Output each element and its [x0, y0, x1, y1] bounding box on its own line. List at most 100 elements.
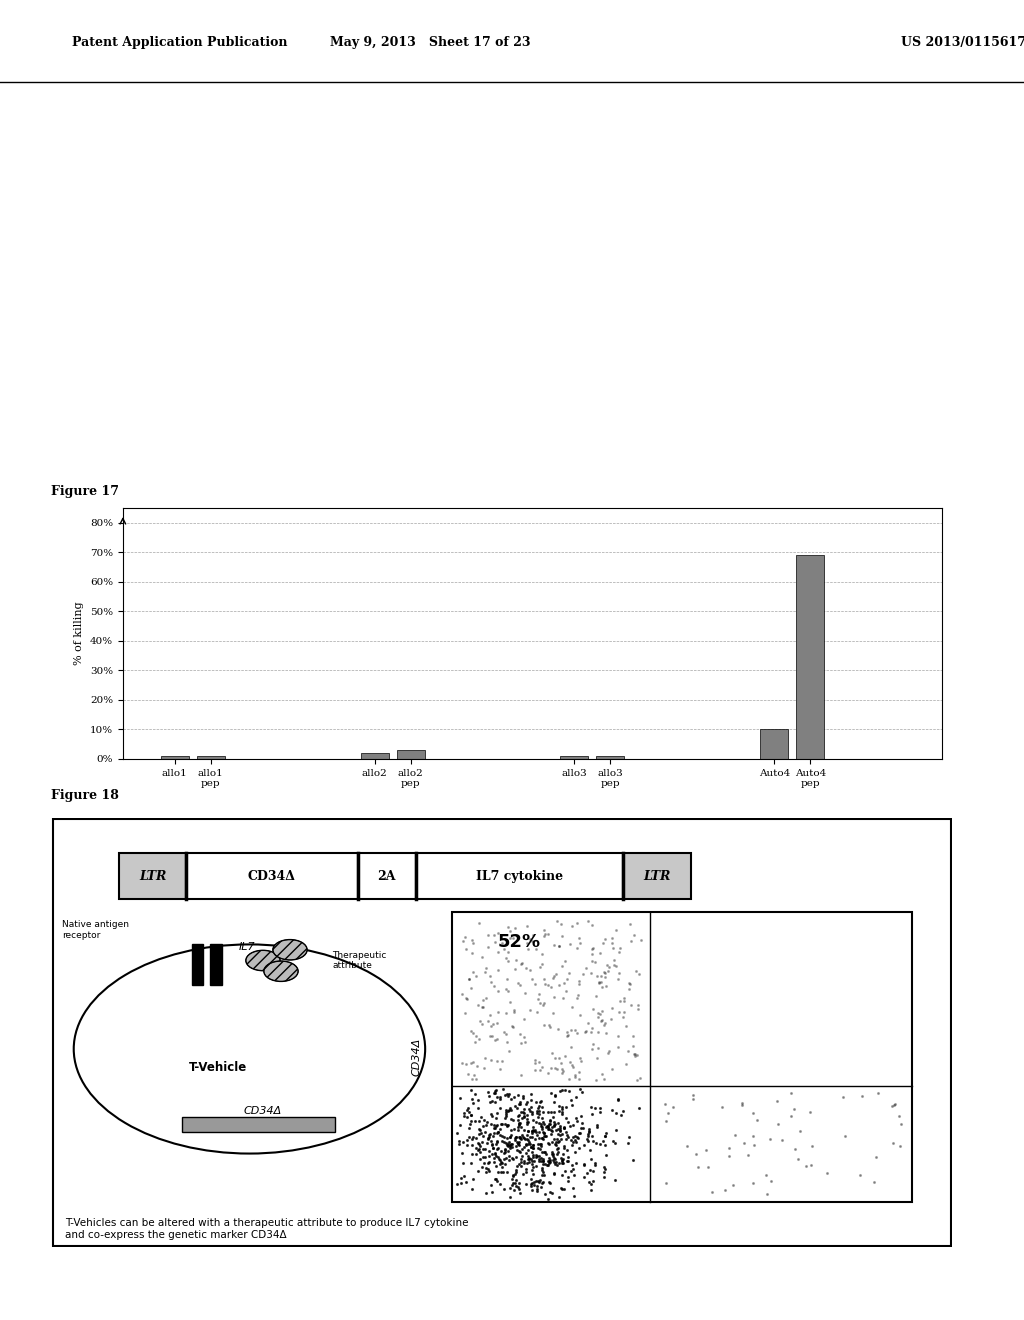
Point — [546, 1163, 562, 1184]
Point — [584, 1018, 600, 1039]
Point — [497, 1139, 513, 1160]
Point — [622, 973, 638, 994]
Point — [537, 923, 553, 944]
Point — [486, 925, 503, 946]
Point — [528, 1144, 545, 1166]
Point — [544, 1117, 560, 1138]
Point — [609, 1026, 626, 1047]
Point — [519, 1121, 536, 1142]
Point — [486, 1030, 503, 1051]
Point — [558, 1107, 574, 1129]
Point — [531, 1127, 548, 1148]
Point — [542, 1110, 558, 1131]
Point — [540, 1118, 556, 1139]
Point — [564, 1055, 581, 1076]
Point — [534, 1159, 550, 1180]
Point — [498, 978, 514, 999]
Point — [498, 1101, 514, 1122]
Point — [774, 1130, 791, 1151]
Point — [572, 1122, 589, 1143]
Point — [471, 1110, 487, 1131]
Point — [556, 1135, 572, 1156]
Point — [592, 942, 608, 964]
Point — [526, 974, 543, 995]
Point — [584, 915, 600, 936]
Point — [535, 1096, 551, 1117]
Point — [477, 1162, 494, 1183]
Point — [818, 1162, 835, 1183]
Point — [472, 1148, 488, 1170]
Point — [504, 1168, 520, 1189]
Point — [455, 1131, 471, 1152]
Point — [585, 998, 601, 1019]
Point — [611, 962, 628, 983]
Point — [477, 962, 494, 983]
Point — [521, 960, 538, 981]
Point — [551, 1125, 567, 1146]
Point — [550, 1138, 566, 1159]
Point — [506, 1119, 522, 1140]
Point — [542, 1172, 558, 1193]
Text: T-Vehicles can be altered with a therapeutic attribute to produce IL7 cytokine
a: T-Vehicles can be altered with a therape… — [65, 1218, 468, 1239]
Point — [597, 1134, 613, 1155]
Point — [490, 1148, 507, 1170]
Point — [530, 1101, 547, 1122]
Point — [610, 1001, 627, 1022]
Point — [468, 1127, 484, 1148]
Point — [867, 1147, 884, 1168]
Point — [554, 1059, 570, 1080]
Point — [498, 948, 514, 969]
Point — [581, 911, 597, 932]
Point — [522, 1084, 539, 1105]
Point — [610, 941, 627, 962]
Point — [516, 1102, 532, 1123]
Point — [515, 1137, 531, 1158]
Point — [582, 1160, 598, 1181]
Point — [592, 1097, 608, 1118]
Point — [471, 1139, 487, 1160]
Point — [585, 1160, 601, 1181]
Point — [472, 1135, 488, 1156]
Point — [501, 1101, 517, 1122]
Point — [526, 1119, 543, 1140]
Point — [481, 1125, 498, 1146]
Point — [526, 1049, 543, 1071]
Point — [658, 1172, 675, 1193]
Point — [508, 1162, 524, 1183]
Point — [552, 1081, 568, 1102]
Point — [511, 1183, 527, 1204]
Point — [541, 1152, 557, 1173]
Point — [516, 1151, 532, 1172]
Point — [494, 1125, 510, 1146]
Point — [540, 974, 556, 995]
Point — [547, 1147, 563, 1168]
Point — [518, 957, 535, 978]
Point — [622, 974, 638, 995]
Point — [484, 1026, 501, 1047]
Point — [549, 1129, 565, 1150]
Point — [490, 1122, 507, 1143]
Point — [467, 1084, 483, 1105]
Point — [513, 1151, 529, 1172]
Point — [478, 957, 495, 978]
Point — [569, 937, 586, 958]
Point — [621, 1126, 637, 1147]
Point — [891, 1106, 907, 1127]
Point — [517, 982, 534, 1003]
Point — [550, 1123, 566, 1144]
Point — [512, 974, 528, 995]
Point — [459, 1106, 475, 1127]
Point — [488, 1170, 505, 1191]
Point — [536, 1164, 552, 1185]
Point — [534, 1117, 550, 1138]
Point — [583, 1179, 599, 1200]
Point — [575, 1118, 592, 1139]
Point — [714, 1096, 730, 1117]
Point — [513, 1129, 529, 1150]
Point — [554, 1143, 570, 1164]
Point — [522, 1173, 539, 1195]
Point — [545, 968, 561, 989]
Point — [598, 1122, 614, 1143]
Point — [455, 931, 471, 952]
Point — [456, 1105, 472, 1126]
